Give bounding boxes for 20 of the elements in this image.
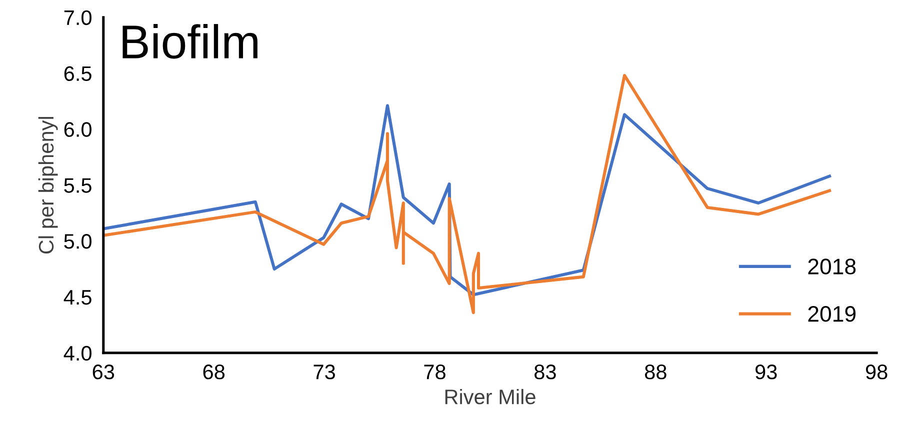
y-tick-label: 6.5 (64, 66, 92, 82)
x-tick-label: 68 (203, 364, 225, 380)
y-tick-label: 4.0 (64, 346, 92, 361)
x-tick-label: 98 (866, 364, 888, 380)
x-tick-label: 83 (534, 364, 556, 380)
chart-title: Biofilm (122, 24, 258, 59)
legend-label: 2018 (808, 258, 856, 274)
y-tick-label: 5.5 (64, 178, 92, 193)
x-tick-label: 73 (314, 364, 335, 380)
y-axis-title: Cl per biphenyl (38, 117, 58, 254)
x-tick-label: 88 (644, 364, 666, 380)
y-tick-label: 5.0 (64, 234, 92, 249)
x-tick-label: 93 (756, 364, 777, 380)
x-tick-label: 63 (92, 364, 114, 380)
legend-label: 2019 (808, 306, 856, 322)
x-tick-label: 78 (424, 364, 446, 380)
y-tick-label: 6.0 (64, 122, 92, 137)
x-axis-title: River Mile (445, 388, 536, 404)
y-tick-label: 4.5 (64, 290, 92, 305)
y-tick-label: 7.0 (64, 10, 92, 26)
